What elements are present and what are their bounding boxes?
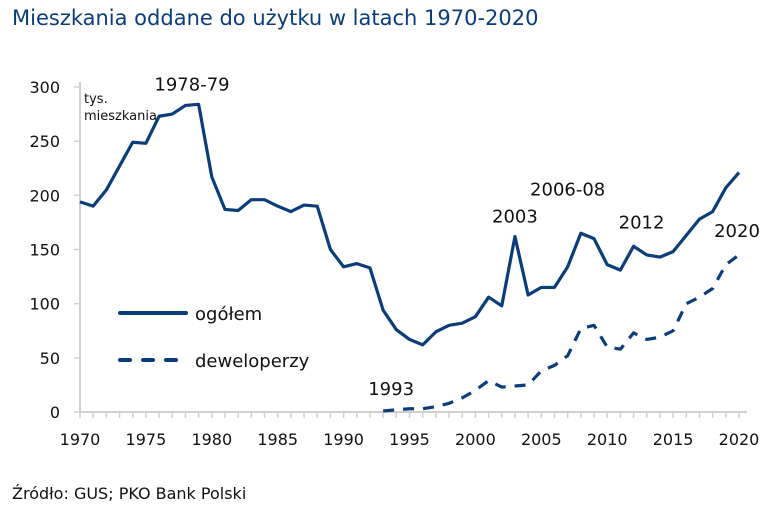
x-tick-label: 2020 [719, 430, 760, 449]
y-tick-label: 300 [29, 78, 60, 97]
y-tick-label: 100 [29, 295, 60, 314]
source-note: Źródło: GUS; PKO Bank Polski [12, 484, 247, 503]
y-tick-label: 200 [29, 186, 60, 205]
y-axis-label-line2: mieszkania [84, 109, 157, 124]
x-tick-label: 2015 [653, 430, 694, 449]
x-tick-label: 2010 [587, 430, 628, 449]
annotation: 2020 [714, 221, 760, 242]
legend-label: ogółem [195, 304, 262, 325]
x-tick-label: 2000 [455, 430, 496, 449]
legend-label: deweloperzy [195, 351, 310, 372]
annotation: 1978-79 [154, 74, 229, 95]
series-line-ogółem [79, 102, 741, 347]
annotation: 1993 [368, 379, 414, 400]
annotation: 2012 [619, 212, 665, 233]
annotation: 2003 [492, 207, 538, 228]
annotation: 2006-08 [530, 179, 605, 200]
y-tick-label: 150 [29, 241, 60, 260]
x-tick-label: 2005 [521, 430, 562, 449]
y-axis-label-line1: tys. [84, 92, 108, 107]
x-tick-label: 1985 [257, 430, 298, 449]
y-tick-label: 0 [50, 403, 60, 422]
x-tick-label: 1970 [60, 430, 101, 449]
y-tick-label: 50 [40, 349, 60, 368]
x-tick-label: 1995 [389, 430, 430, 449]
x-tick-label: 1975 [126, 430, 167, 449]
chart-title: Mieszkania oddane do użytku w latach 197… [12, 6, 539, 30]
y-tick-label: 250 [29, 132, 60, 151]
x-tick-label: 1980 [191, 430, 232, 449]
x-tick-label: 1990 [323, 430, 364, 449]
series-line-deweloperzy [383, 253, 740, 413]
